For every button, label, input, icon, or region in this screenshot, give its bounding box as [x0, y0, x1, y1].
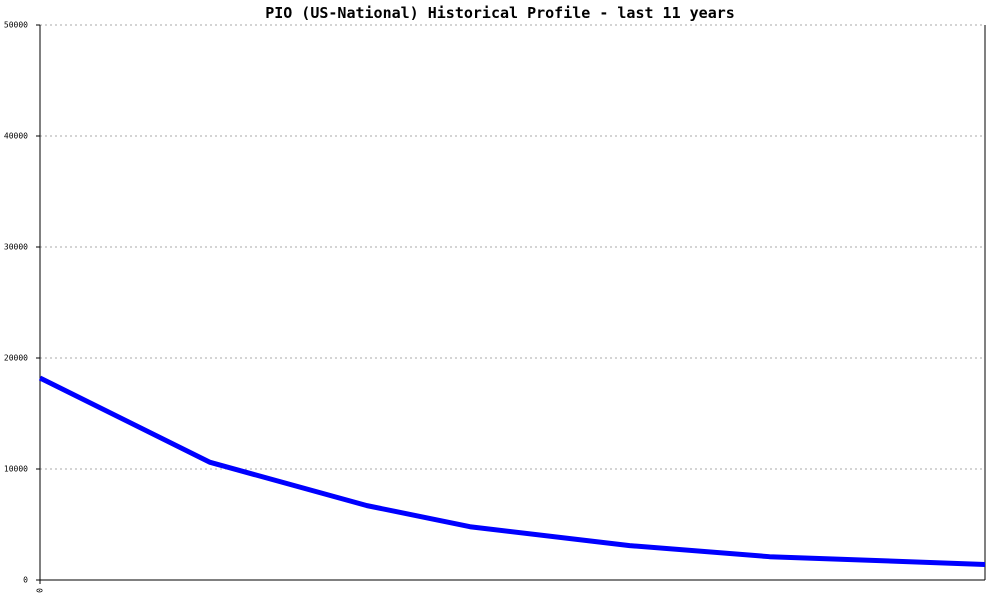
y-tick-label: 50000 — [4, 21, 28, 30]
data-line — [38, 375, 986, 567]
y-tick-label: 0 — [23, 576, 28, 585]
y-tick-label: 40000 — [4, 132, 28, 141]
x-tick-label: 0 — [36, 588, 45, 593]
y-tick-label: 30000 — [4, 243, 28, 252]
y-tick-label: 20000 — [4, 354, 28, 363]
y-tick-label: 10000 — [4, 465, 28, 474]
chart-title: PIO (US-National) Historical Profile - l… — [265, 4, 735, 22]
